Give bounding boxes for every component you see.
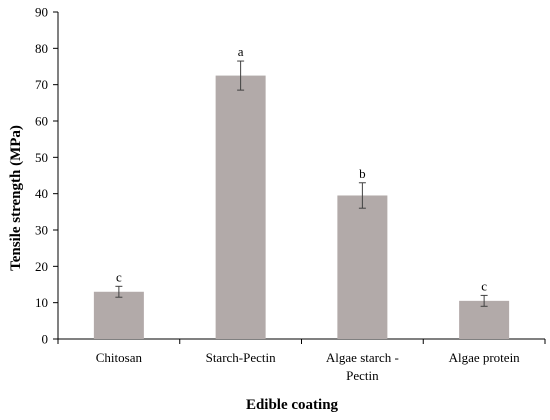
y-axis-title: Tensile strength (MPa) [8,125,24,271]
y-tick-label: 60 [35,114,48,129]
bar [337,195,388,339]
y-tick-label: 80 [35,41,48,56]
significance-label: c [481,278,487,293]
bar [215,75,266,339]
bar [93,291,144,339]
significance-label: a [238,44,244,59]
x-axis [57,338,546,344]
category-labels: Chitosan Starch-Pectin Algae starch - Pecti… [96,350,520,383]
category-label: Starch-Pectin [206,350,277,365]
significance-labels: c a b c [116,44,487,293]
y-tick-label: 10 [35,295,48,310]
category-label: Algae protein [449,350,521,365]
significance-label: b [359,166,366,181]
category-label: Chitosan [96,350,143,365]
y-tick-label: 20 [35,259,48,274]
category-label: Algae starch - [326,350,399,365]
category-label: Pectin [346,368,379,383]
significance-label: c [116,269,122,284]
x-axis-title: Edible coating [246,397,339,413]
bar [459,300,510,339]
error-bars [115,60,488,307]
y-tick-label: 40 [35,186,48,201]
y-tick-label: 0 [42,332,49,347]
y-tick-label: 30 [35,223,48,238]
bars [93,75,510,339]
y-tick-label: 50 [35,150,48,165]
y-axis: 0 10 20 30 40 50 60 70 80 90 [35,5,59,347]
y-tick-label: 70 [35,77,48,92]
y-tick-label: 90 [35,5,48,20]
